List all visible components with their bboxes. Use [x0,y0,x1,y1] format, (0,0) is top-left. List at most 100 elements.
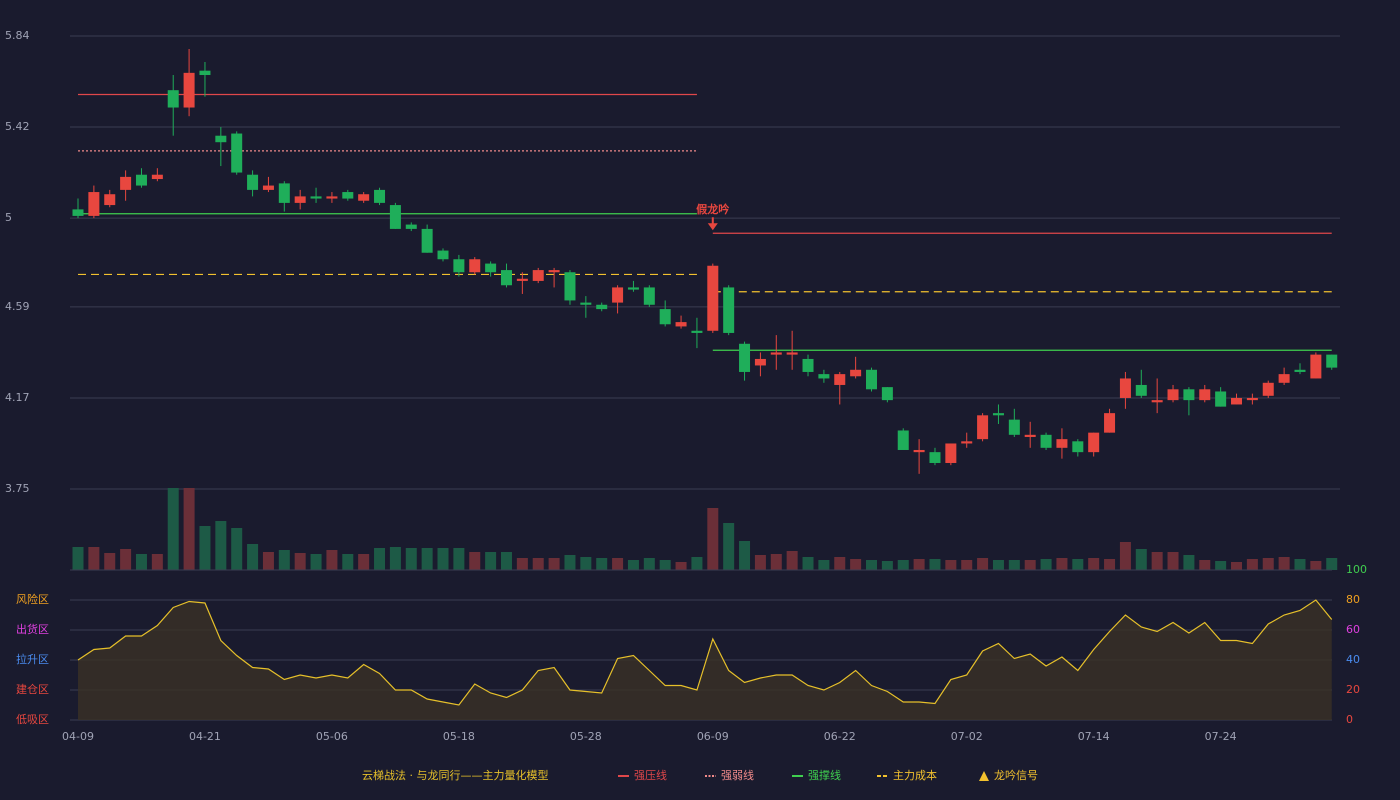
legend-title: 云梯战法 · 与龙同行——主力量化模型 [362,768,549,782]
candle-body [500,270,512,286]
volume-bar [723,523,735,570]
candle-body [548,270,560,273]
legend-label: 主力成本 [893,768,937,782]
volume-bar [215,521,227,570]
x-tick-label: 05-06 [316,730,348,743]
candle-body [453,259,465,273]
oscillator-line [77,599,1333,706]
volume-bar [500,552,512,570]
candle-body [929,452,941,463]
candle-body [88,192,100,216]
candle-body [262,185,274,190]
volume-bar [374,548,386,570]
zone-label: 建仓区 [16,682,49,696]
y-tick-label: 5.84 [5,29,30,42]
y-tick-label: 100 [1346,563,1367,576]
zone-label: 风险区 [16,592,49,606]
candle-body [913,449,925,453]
volume-bar [1246,559,1258,570]
zone-label: 拉升区 [16,652,49,666]
volume-bar [278,550,290,570]
legend-swatch [979,771,989,781]
volume-bar [1104,559,1116,570]
candle-body [421,228,433,253]
candle-body [199,70,211,76]
volume-bar [88,547,100,570]
zone-label: 低吸区 [16,713,49,726]
candle-body [342,192,354,199]
legend-label: 强弱线 [721,768,754,782]
volume-bar [437,548,449,570]
candle-body [405,224,417,229]
volume-bar [1310,561,1322,570]
x-tick-label: 06-09 [697,730,729,743]
volume-bar [1326,558,1338,570]
volume-bar [707,508,719,570]
candle-body [1008,419,1020,435]
candle-body [596,304,608,310]
candle-body [135,174,147,186]
candle-body [881,387,893,401]
volume-bar [1008,560,1020,570]
candle-body [1135,384,1147,396]
volume-bar [580,557,592,570]
candle-body [1278,374,1290,383]
x-tick-label: 05-18 [443,730,475,743]
volume-bar [342,554,354,570]
volume-bar [675,562,687,570]
candle-body [1024,434,1036,437]
candle-body [580,302,592,305]
volume-bar [1231,562,1243,570]
volume-bar [1072,559,1084,570]
candle-body [215,135,227,143]
volume-bar [1278,557,1290,570]
volume-bar [167,488,179,570]
volume-bar [151,554,163,570]
volume-bar [532,558,544,570]
volume-bar [1199,560,1211,570]
volume-bar [802,557,814,570]
y-tick-label: 4.17 [5,391,30,404]
candle-body [1151,400,1163,403]
candle-body [167,90,179,108]
volume-bar [104,553,116,570]
candle-body [691,330,703,333]
candle-body [961,441,973,444]
volume-bar [405,548,417,570]
candle-body [278,183,290,203]
volume-bar [389,547,401,570]
x-tick-label: 07-14 [1078,730,1110,743]
candle-body [183,72,195,108]
candle-body [326,196,338,199]
candle-body [1040,434,1052,448]
volume-bar [866,560,877,570]
y-tick-label: 5 [5,211,12,224]
volume-bar [469,552,481,570]
x-tick-label: 04-21 [189,730,221,743]
volume-bar [1024,560,1036,570]
volume-bar [199,526,211,570]
candle-body [120,176,132,190]
volume-bar [961,560,973,570]
candle-body [294,196,306,203]
volume-bar [945,560,957,570]
candle-body [1326,354,1338,368]
candle-body [818,374,830,379]
candle-body [389,205,401,229]
volume-bar [72,547,84,570]
candle-body [564,272,576,301]
volume-bar [612,558,624,570]
candle-body [1246,397,1258,401]
candle-body [358,194,370,201]
candle-body [437,250,449,260]
volume-bar [262,552,274,570]
candle-body [786,352,798,355]
candle-body [1231,397,1243,405]
volume-bar [1151,552,1163,570]
candle-body [374,189,386,203]
candle-body [485,263,497,273]
volume-bar [596,558,608,570]
candle-body [1183,389,1195,401]
candle-body [532,270,544,281]
